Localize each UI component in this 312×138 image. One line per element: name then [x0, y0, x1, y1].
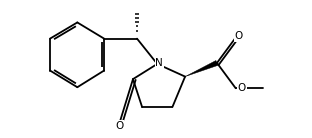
Text: N: N [155, 58, 163, 68]
Text: O: O [115, 121, 124, 131]
Polygon shape [185, 60, 218, 77]
Text: O: O [235, 31, 243, 41]
Text: O: O [238, 83, 246, 93]
